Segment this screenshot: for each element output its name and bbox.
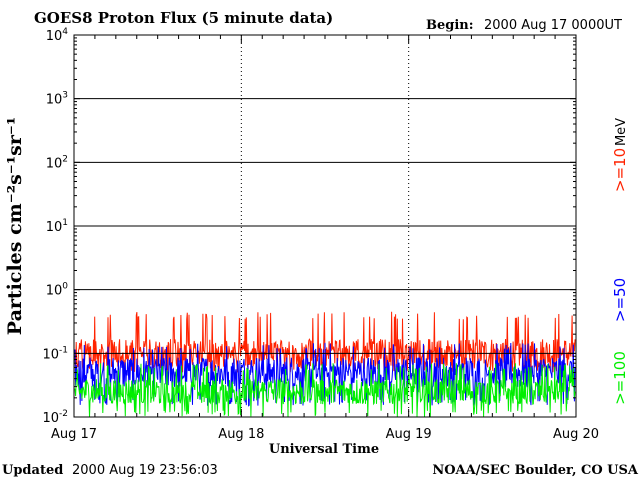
x-tick-label: Aug 19 [386, 427, 432, 442]
y-tick-label: 10-1 [42, 345, 68, 362]
y-tick-exponent: 1 [62, 218, 68, 228]
plot-grid [74, 35, 576, 417]
x-axis-label: Universal Time [269, 442, 379, 457]
y-tick-exponent: -2 [59, 409, 68, 419]
x-tick-label: Aug 17 [51, 427, 97, 442]
y-tick-base: 10 [42, 411, 59, 426]
legend-entry: >=50 [611, 278, 629, 322]
series-line-2 [74, 363, 576, 418]
legend-units: MeV [614, 118, 629, 146]
legend-entry: >=10 [611, 148, 629, 192]
y-tick-base: 10 [46, 284, 63, 299]
y-tick-base: 10 [46, 29, 63, 44]
x-tick-label: Aug 18 [218, 427, 264, 442]
begin-label: Begin: [426, 18, 474, 33]
y-tick-base: 10 [46, 156, 63, 171]
y-tick-label: 100 [46, 282, 69, 299]
legend: >=10 >=50 >=100 MeV [611, 118, 629, 405]
y-tick-base: 10 [46, 220, 63, 235]
plot-series [74, 311, 576, 418]
y-tick-exponent: -1 [59, 345, 68, 355]
y-tick-base: 10 [42, 347, 59, 362]
y-tick-label: 103 [46, 91, 68, 108]
x-tick-label: Aug 20 [553, 427, 599, 442]
begin-value: 2000 Aug 17 0000UT [484, 18, 622, 33]
updated-label: Updated [2, 463, 63, 478]
y-tick-label: 10-2 [42, 409, 68, 426]
y-tick-base: 10 [46, 93, 63, 108]
y-tick-exponent: 2 [62, 154, 68, 164]
updated-value: 2000 Aug 19 23:56:03 [72, 463, 218, 478]
y-axis-label: Particles cm⁻²s⁻¹sr⁻¹ [4, 117, 26, 335]
x-axis-ticks: Aug 17 Aug 18 Aug 19 Aug 20 [51, 35, 599, 442]
y-tick-label: 104 [46, 27, 69, 44]
y-tick-label: 102 [46, 154, 68, 171]
y-tick-exponent: 3 [62, 91, 68, 101]
chart-title: GOES8 Proton Flux (5 minute data) [34, 9, 333, 27]
y-tick-exponent: 0 [62, 282, 68, 292]
begin-info: Begin: 2000 Aug 17 0000UT [426, 18, 622, 33]
legend-entry: >=100 [611, 351, 629, 405]
source-credit: NOAA/SEC Boulder, CO USA [432, 463, 639, 478]
y-tick-label: 101 [46, 218, 68, 235]
y-tick-exponent: 4 [62, 27, 68, 37]
updated-info: Updated 2000 Aug 19 23:56:03 [2, 463, 218, 478]
